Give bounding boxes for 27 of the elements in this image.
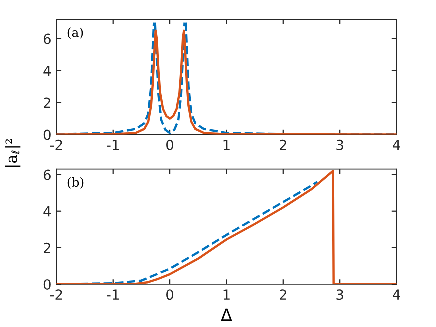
x-tick-label: -2: [50, 290, 62, 300]
y-tick-label: 0: [44, 279, 51, 290]
x-tick-label: 0: [166, 140, 174, 150]
x-tick-label: 1: [224, 140, 230, 150]
annotation: (a): [68, 28, 84, 40]
x-tick-label: -1: [107, 140, 119, 150]
x-tick-label: 3: [336, 140, 344, 150]
y-tick-label: 6: [44, 34, 51, 44]
y-tick-label: 6: [44, 170, 51, 180]
x-tick-label: 2: [280, 140, 286, 150]
x-tick-label: 2: [280, 290, 286, 300]
x-tick-label: 0: [166, 290, 174, 300]
line-series: [56, 170, 397, 284]
y-tick-label: 4: [44, 206, 52, 217]
annotation: (b): [68, 177, 84, 189]
x-axis-title: Δ: [221, 308, 232, 322]
y-tick-label: 4: [44, 66, 52, 76]
y-tick-label: 2: [44, 98, 50, 108]
x-tick-label: -2: [50, 140, 62, 150]
y-tick-label: 2: [44, 242, 50, 254]
x-tick-label: 4: [393, 290, 400, 300]
y-axis-title: |a$_{ℓ}$|²: [5, 139, 21, 167]
y-tick-label: 0: [44, 130, 51, 140]
x-tick-label: 4: [393, 140, 400, 150]
x-tick-label: 3: [336, 290, 344, 300]
x-tick-label: -1: [107, 290, 119, 300]
x-tick-label: 1: [224, 290, 230, 300]
